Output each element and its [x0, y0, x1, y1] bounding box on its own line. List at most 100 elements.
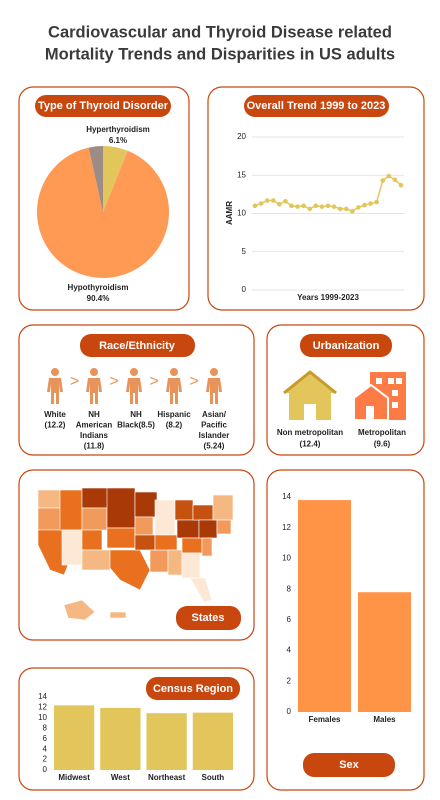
- person-icon: [47, 378, 63, 404]
- race-label: Pacific: [201, 421, 227, 430]
- slice-value: 90.4%: [87, 294, 110, 303]
- data-point: [368, 201, 373, 206]
- race-label: (8.2): [166, 421, 183, 430]
- pie-slice: [88, 146, 103, 212]
- data-point: [386, 173, 392, 179]
- heading-pill: [35, 95, 171, 117]
- chart-title: Type of Thyroid Disorder: [38, 100, 169, 112]
- y-tick-label: 4: [43, 744, 48, 753]
- bar: [146, 713, 187, 770]
- separator: >: [70, 373, 79, 390]
- bar: [298, 500, 351, 712]
- y-tick-label: 0: [242, 285, 247, 294]
- data-point: [343, 206, 349, 212]
- data-point: [283, 198, 288, 204]
- chart-title: Census Region: [153, 683, 233, 695]
- data-point: [392, 177, 398, 183]
- data-point: [398, 182, 404, 188]
- section-title: States: [191, 612, 224, 624]
- data-point: [380, 178, 386, 183]
- data-point: [313, 203, 319, 209]
- data-point: [264, 198, 270, 203]
- person-icon: [170, 368, 178, 376]
- house-icon: [283, 370, 337, 420]
- person-icon: [130, 368, 138, 376]
- person-icon: [86, 378, 102, 404]
- x-tick-label: Males: [373, 715, 396, 724]
- x-tick-label: Midwest: [58, 773, 90, 782]
- x-tick-label: South: [202, 773, 225, 782]
- race-label: Hispanic: [157, 410, 191, 419]
- race-label: Black(8.5): [117, 421, 155, 430]
- y-tick-label: 10: [237, 209, 246, 218]
- separator: >: [149, 373, 158, 390]
- x-axis-label: Years 1999-2023: [297, 293, 359, 302]
- race-label: (11.8): [84, 442, 105, 451]
- separator: >: [189, 373, 198, 390]
- person-icon: [206, 378, 222, 404]
- y-tick-label: 15: [237, 170, 246, 179]
- y-tick-label: 4: [287, 646, 292, 655]
- data-point: [252, 203, 258, 209]
- data-point: [270, 198, 276, 203]
- states-button: [176, 606, 241, 630]
- bar: [192, 712, 233, 770]
- y-tick-label: 2: [287, 676, 292, 685]
- y-tick-label: 0: [287, 707, 292, 716]
- y-tick-label: 0: [43, 765, 48, 774]
- x-tick-label: Northeast: [148, 773, 186, 782]
- data-point: [331, 204, 337, 209]
- urban-label: Non metropolitan: [277, 428, 343, 437]
- x-tick-label: Females: [308, 715, 341, 724]
- chart-title: Sex: [339, 759, 359, 771]
- y-tick-label: 8: [287, 584, 292, 593]
- race-label: Asian/: [202, 410, 227, 419]
- bar: [54, 705, 95, 770]
- section-title: Race/Ethnicity: [99, 340, 176, 352]
- y-axis-label: AAMR: [225, 201, 234, 225]
- slice-label: Hyperthyroidism: [86, 125, 150, 134]
- y-tick-label: 2: [43, 755, 48, 764]
- slice-label: Hypothyroidism: [68, 283, 129, 292]
- y-tick-label: 10: [38, 713, 47, 722]
- person-icon: [166, 378, 182, 404]
- us-map: [37, 487, 234, 621]
- y-tick-label: 14: [282, 492, 291, 501]
- data-point: [362, 202, 367, 208]
- race-label: (12.2): [45, 421, 66, 430]
- data-point: [325, 203, 331, 209]
- data-point: [350, 208, 355, 214]
- y-tick-label: 10: [282, 554, 291, 563]
- race-label: White: [44, 410, 66, 419]
- pie-slice: [36, 147, 170, 279]
- y-tick-label: 14: [38, 692, 47, 701]
- x-tick-label: West: [111, 773, 130, 782]
- panel: [207, 86, 425, 311]
- building-icon: [353, 372, 406, 421]
- slice-value: 6.1%: [109, 136, 127, 145]
- heading-pill: [80, 334, 195, 357]
- heading-pill: [146, 677, 240, 700]
- pie-slice: [103, 146, 128, 212]
- separator: >: [109, 373, 118, 390]
- y-tick-label: 12: [38, 703, 47, 712]
- y-tick-label: 8: [43, 723, 48, 732]
- heading-pill: [244, 95, 389, 117]
- race-label: Islander: [199, 431, 230, 440]
- data-point: [277, 202, 282, 207]
- title-line: Mortality Trends and Disparities in US a…: [45, 45, 395, 63]
- race-label: NH: [130, 410, 142, 419]
- y-tick-label: 20: [237, 132, 246, 141]
- y-tick-label: 12: [282, 523, 291, 532]
- person-icon: [126, 378, 142, 404]
- person-icon: [210, 368, 218, 376]
- person-icon: [51, 368, 59, 376]
- data-point: [258, 201, 264, 206]
- y-tick-label: 6: [287, 615, 292, 624]
- race-label: American: [76, 421, 113, 430]
- person-icon: [90, 368, 98, 376]
- data-point: [337, 206, 343, 212]
- race-label: NH: [88, 410, 100, 419]
- chart-title: Overall Trend 1999 to 2023: [247, 100, 386, 112]
- bar: [100, 707, 141, 770]
